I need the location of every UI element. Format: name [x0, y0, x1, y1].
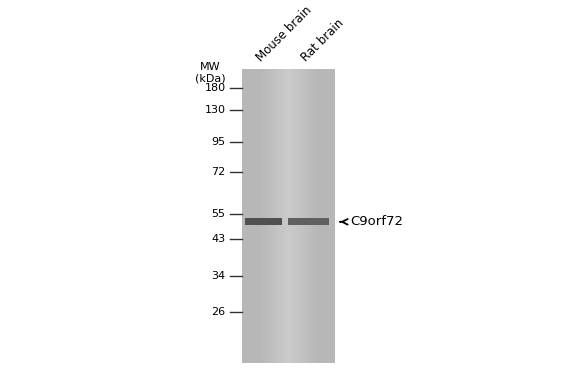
Text: 130: 130 [204, 105, 226, 115]
Text: 180: 180 [204, 84, 226, 93]
Text: 55: 55 [211, 209, 226, 218]
Text: Mouse brain: Mouse brain [254, 3, 314, 64]
Text: 72: 72 [211, 167, 226, 177]
Bar [288, 218, 329, 225]
Text: MW
(kDa): MW (kDa) [194, 62, 225, 84]
Text: 43: 43 [211, 234, 226, 244]
Text: 34: 34 [211, 271, 226, 281]
Bar [244, 218, 282, 225]
Text: Rat brain: Rat brain [299, 16, 347, 64]
Text: 26: 26 [211, 307, 226, 318]
Text: C9orf72: C9orf72 [350, 215, 403, 228]
Text: 95: 95 [211, 137, 226, 147]
